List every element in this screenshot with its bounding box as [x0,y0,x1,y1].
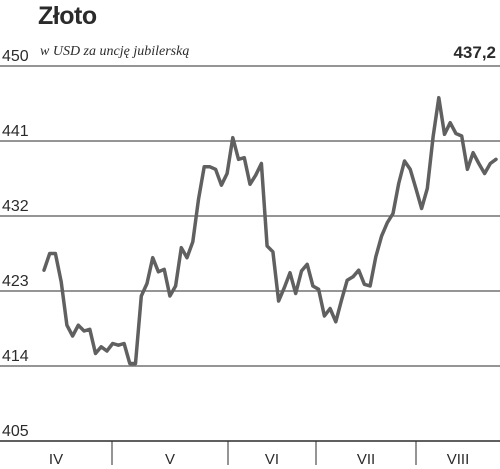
x-tick-label-VI: VI [265,451,279,468]
series-line-gold-price [42,95,498,366]
y-tick-label: 441 [2,123,29,140]
y-tick-label: 450 [2,48,29,65]
grid-layer [0,65,500,442]
x-axis: IV V VI VII VIII [49,441,469,468]
series-layer [42,95,498,366]
x-tick-label-IV: IV [49,451,63,468]
y-tick-label: 432 [2,198,29,215]
x-tick-label-VII: VII [357,451,375,468]
y-tick-label: 414 [2,348,29,365]
x-tick-label-VIII: VIII [447,451,470,468]
chart-title: Złoto [38,2,97,30]
chart-subtitle-unit: w USD za uncję jubilerską [40,44,190,59]
y-tick-label: 405 [2,423,29,440]
x-tick-label-V: V [165,451,175,468]
last-value-label: 437,2 [453,43,496,62]
y-tick-label: 423 [2,273,29,290]
y-axis-labels: 405 414 423 432 441 450 [2,48,29,440]
